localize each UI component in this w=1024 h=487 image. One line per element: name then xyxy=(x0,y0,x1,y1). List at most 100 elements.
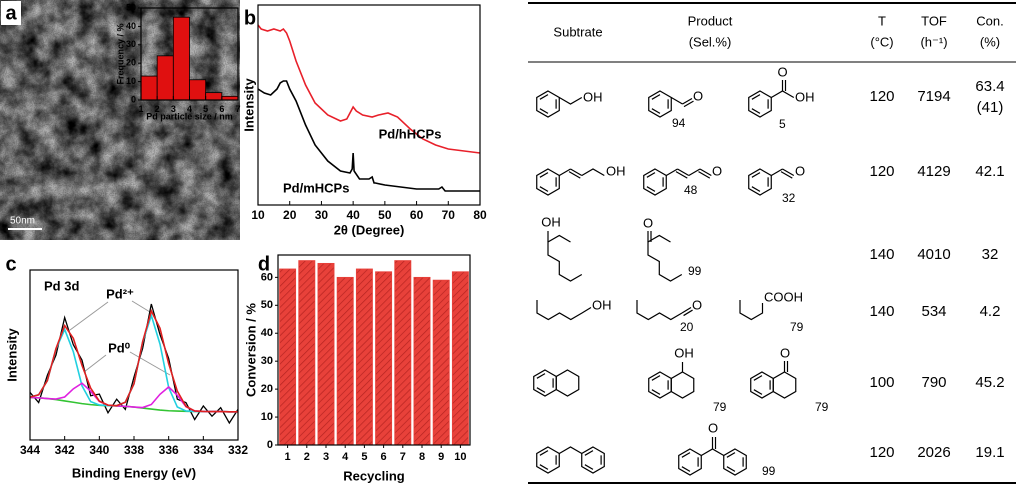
y-tick-label: 40 xyxy=(126,21,136,31)
substrate-structure xyxy=(536,446,605,474)
ring xyxy=(678,448,702,476)
bar xyxy=(336,276,354,446)
atom-label: O xyxy=(643,215,653,230)
atom-label: O xyxy=(692,297,702,312)
temperature: 140 xyxy=(869,303,894,320)
product-structure: OH 79 xyxy=(648,345,727,414)
bond-chain xyxy=(536,300,592,321)
x-tick-label: 338 xyxy=(124,443,144,457)
bond xyxy=(751,108,761,114)
tem-grain xyxy=(0,0,240,240)
y-tick-label: 20 xyxy=(126,58,136,68)
product-structure: O 79 xyxy=(750,345,829,414)
x-tick-label: 1 xyxy=(138,104,143,114)
x-tick-label: 5 xyxy=(203,104,208,114)
atom-label: O xyxy=(795,163,805,178)
conversion: 42.1 xyxy=(975,163,1004,180)
bond-chain xyxy=(647,234,683,282)
y-tick-label: 50 xyxy=(261,299,273,311)
atom-label: O xyxy=(780,345,790,360)
substrate-structure: OH xyxy=(541,214,583,282)
panel-label: b xyxy=(244,7,256,29)
line-series xyxy=(257,80,480,192)
bond xyxy=(683,309,693,317)
peak-pointers xyxy=(69,300,171,376)
bar xyxy=(298,260,316,446)
bar xyxy=(189,79,207,101)
atom-label: OH xyxy=(606,163,626,178)
selectivity: 99 xyxy=(688,264,702,278)
conversion: 4.2 xyxy=(980,303,1001,320)
bond xyxy=(646,186,656,192)
bond-chain xyxy=(581,168,605,177)
tof: 4129 xyxy=(917,163,950,180)
bar xyxy=(451,271,469,446)
bar xyxy=(140,75,158,101)
selectivity: 5 xyxy=(779,117,786,131)
bond xyxy=(536,387,546,393)
bond xyxy=(751,94,761,100)
plot-frame xyxy=(257,4,481,206)
bond xyxy=(651,94,661,100)
bond xyxy=(699,168,712,177)
line-series xyxy=(29,382,238,413)
bond xyxy=(651,389,661,395)
bond xyxy=(751,186,761,192)
bond xyxy=(681,306,692,314)
bond xyxy=(682,97,693,105)
substrate-structure: OH xyxy=(536,297,612,321)
y-tick-label: 0 xyxy=(131,94,136,104)
conversion: 32 xyxy=(982,246,999,263)
series-label: Pd/hHCPs xyxy=(379,126,442,141)
x-tick-label: 40 xyxy=(346,208,360,222)
bond xyxy=(584,450,594,456)
atom-label: O xyxy=(708,420,718,435)
selectivity: 79 xyxy=(790,320,804,334)
x-tick-label: 70 xyxy=(442,208,456,222)
selectivity: 94 xyxy=(672,116,686,130)
x-axis-label: Recycling xyxy=(343,468,404,483)
product-structure: O 20 xyxy=(636,297,702,334)
annotation: Pd⁰ xyxy=(108,340,131,355)
y-tick-label: 10 xyxy=(126,76,136,86)
x-tick-label: 3 xyxy=(323,451,329,463)
bar xyxy=(205,92,223,101)
bond xyxy=(539,172,549,178)
atom-label: OH xyxy=(795,89,815,104)
bond-chain xyxy=(688,168,701,177)
column-unit: (Sel.%) xyxy=(689,34,732,49)
tof: 534 xyxy=(921,303,946,320)
bond xyxy=(698,171,711,179)
annotation: Pd²⁺ xyxy=(106,286,134,301)
x-tick-label: 9 xyxy=(438,451,444,463)
selectivity: 99 xyxy=(762,464,776,478)
bond xyxy=(683,100,694,108)
bond-chain xyxy=(670,96,683,105)
bond xyxy=(681,466,691,472)
bar xyxy=(394,260,412,446)
panel-label: c xyxy=(5,253,16,275)
atom-label: OH xyxy=(674,345,694,360)
bond-chain xyxy=(700,448,725,457)
bond xyxy=(651,375,661,381)
bar xyxy=(172,16,190,101)
bond-chain xyxy=(636,300,683,321)
atom-label: O xyxy=(693,88,703,103)
bond-chain xyxy=(558,96,583,105)
x-tick-label: 10 xyxy=(251,208,265,222)
bond xyxy=(651,108,661,114)
bond-chain xyxy=(739,300,764,321)
atom-label: OH xyxy=(583,89,603,104)
ring xyxy=(772,371,797,399)
bond xyxy=(726,466,736,472)
panel-label: d xyxy=(258,253,270,275)
product-structure: O 32 xyxy=(748,163,805,205)
ring xyxy=(648,90,672,118)
scale-bar-label: 50nm xyxy=(10,216,35,227)
x-tick-label: 6 xyxy=(219,104,224,114)
selectivity: 79 xyxy=(713,400,727,414)
temperature: 120 xyxy=(869,444,894,461)
selectivity: 79 xyxy=(815,400,829,414)
bond-chain xyxy=(665,168,678,177)
bond xyxy=(681,452,691,458)
